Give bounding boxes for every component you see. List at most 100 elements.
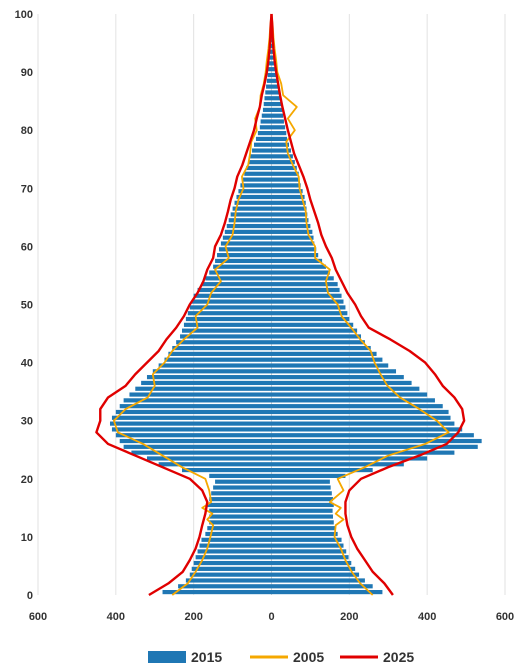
bar-2015-age-23	[146, 456, 428, 461]
x-tick-label: 600	[496, 611, 514, 623]
bar-2015-age-36	[141, 380, 412, 386]
bar-2015-age-67	[234, 200, 306, 205]
bar-2015-age-72	[244, 171, 299, 176]
bar-2015-age-6	[195, 555, 349, 560]
bar-2015-age-54	[205, 276, 334, 281]
series-2015-bars	[109, 14, 482, 595]
line-2025-left	[95, 13, 273, 597]
bar-2015-age-78	[255, 136, 288, 142]
bar-2015-age-74	[248, 160, 295, 165]
bar-2015-age-59	[218, 247, 317, 252]
y-tick-label: 20	[21, 474, 33, 486]
bar-2015-age-75	[250, 154, 293, 159]
bar-2015-age-11	[207, 526, 336, 531]
bar-2015-age-19	[215, 479, 330, 484]
legend-label-2005: 2005	[293, 649, 324, 665]
bar-2015-age-22	[158, 462, 404, 467]
bar-2015-age-93	[269, 49, 275, 54]
y-tick-label: 0	[27, 590, 33, 602]
y-tick-label: 10	[21, 532, 33, 544]
x-tick-label: 600	[29, 611, 47, 623]
bar-2015-age-70	[240, 183, 301, 188]
bar-2015-age-68	[236, 194, 305, 200]
bar-2015-age-7	[197, 549, 347, 554]
bar-2015-age-24	[131, 450, 455, 455]
y-tick-label: 50	[21, 300, 33, 312]
bar-2015-age-56	[213, 264, 326, 269]
bar-2015-age-38	[152, 369, 397, 374]
bar-2015-age-5	[193, 560, 352, 566]
y-tick-label: 70	[21, 183, 33, 195]
y-tick-label: 80	[21, 125, 33, 137]
x-tick-label: 400	[107, 611, 125, 623]
line-2005-right	[270, 13, 450, 596]
bar-2015-age-87	[266, 84, 279, 89]
legend-label-2025: 2025	[383, 649, 414, 665]
bar-2015-age-47	[185, 316, 350, 322]
bar-2015-age-62	[224, 229, 313, 234]
bar-2015-age-33	[123, 398, 435, 403]
bar-2015-age-34	[129, 392, 428, 397]
bar-2015-age-51	[193, 293, 342, 298]
bar-2015-age-43	[176, 340, 365, 345]
bar-2015-age-80	[259, 125, 286, 130]
bar-2015-age-50	[191, 299, 344, 304]
bar-2015-age-77	[253, 142, 290, 147]
bar-2015-age-14	[209, 508, 333, 513]
bar-2015-age-20	[209, 473, 346, 478]
bar-2015-age-79	[257, 131, 287, 136]
bar-2015-age-21	[181, 467, 373, 473]
bar-2015-age-27	[115, 433, 474, 438]
bar-2015-age-28	[111, 427, 463, 432]
bar-2015-age-3	[189, 572, 360, 577]
bar-2015-age-71	[242, 177, 300, 182]
line-2025-right	[270, 13, 466, 596]
y-tick-label: 40	[21, 358, 33, 370]
bar-2015-age-48	[187, 311, 348, 316]
bar-2015-age-12	[209, 520, 334, 525]
x-axis-tick-labels: 600 400 200 0 200 400 600	[29, 611, 514, 623]
bar-2015-age-4	[191, 566, 356, 571]
legend-swatch-2015	[148, 651, 186, 663]
y-axis-tick-labels: 0 10 20 30 40 50 60 70 80 90 100	[15, 9, 33, 602]
bar-2015-age-16	[209, 497, 333, 502]
bar-2015-age-66	[232, 206, 307, 211]
bar-2015-age-89	[267, 72, 277, 78]
bar-2015-age-55	[209, 270, 330, 275]
bar-2015-age-63	[226, 223, 311, 229]
x-tick-label: 400	[418, 611, 436, 623]
bar-2015-age-29	[109, 421, 455, 426]
bar-2015-age-57	[215, 258, 323, 264]
bar-2015-age-30	[111, 415, 451, 420]
bar-2015-age-8	[199, 543, 344, 548]
bar-2015-age-39	[158, 363, 389, 368]
line-2005-left	[112, 13, 273, 596]
y-tick-label: 90	[21, 67, 33, 79]
bar-2015-age-15	[207, 502, 334, 508]
bar-2015-age-49	[189, 305, 346, 310]
bar-2015-age-32	[119, 404, 443, 409]
bar-2015-age-60	[220, 241, 315, 246]
x-tick-label: 200	[184, 611, 202, 623]
legend-label-2015: 2015	[191, 649, 222, 665]
bar-2015-age-53	[201, 282, 338, 287]
bar-2015-age-25	[123, 444, 478, 449]
bar-2015-age-40	[164, 357, 383, 362]
bar-2015-age-1	[178, 584, 373, 589]
legend: 2015 2005 2025	[148, 649, 414, 665]
bar-2015-age-35	[135, 386, 420, 391]
bar-2015-age-46	[183, 322, 354, 327]
bar-2015-age-9	[201, 537, 342, 542]
bar-2015-age-65	[230, 212, 308, 217]
y-tick-label: 60	[21, 241, 33, 253]
x-tick-label: 200	[340, 611, 358, 623]
bar-2015-age-45	[181, 328, 358, 333]
bar-2015-age-76	[252, 148, 291, 153]
bar-2015-age-52	[197, 287, 340, 293]
bar-2015-age-92	[268, 55, 275, 60]
bar-2015-age-37	[146, 375, 404, 380]
gridlines	[37, 14, 506, 595]
bar-2015-age-90	[267, 67, 276, 72]
bar-2015-age-86	[265, 90, 280, 95]
